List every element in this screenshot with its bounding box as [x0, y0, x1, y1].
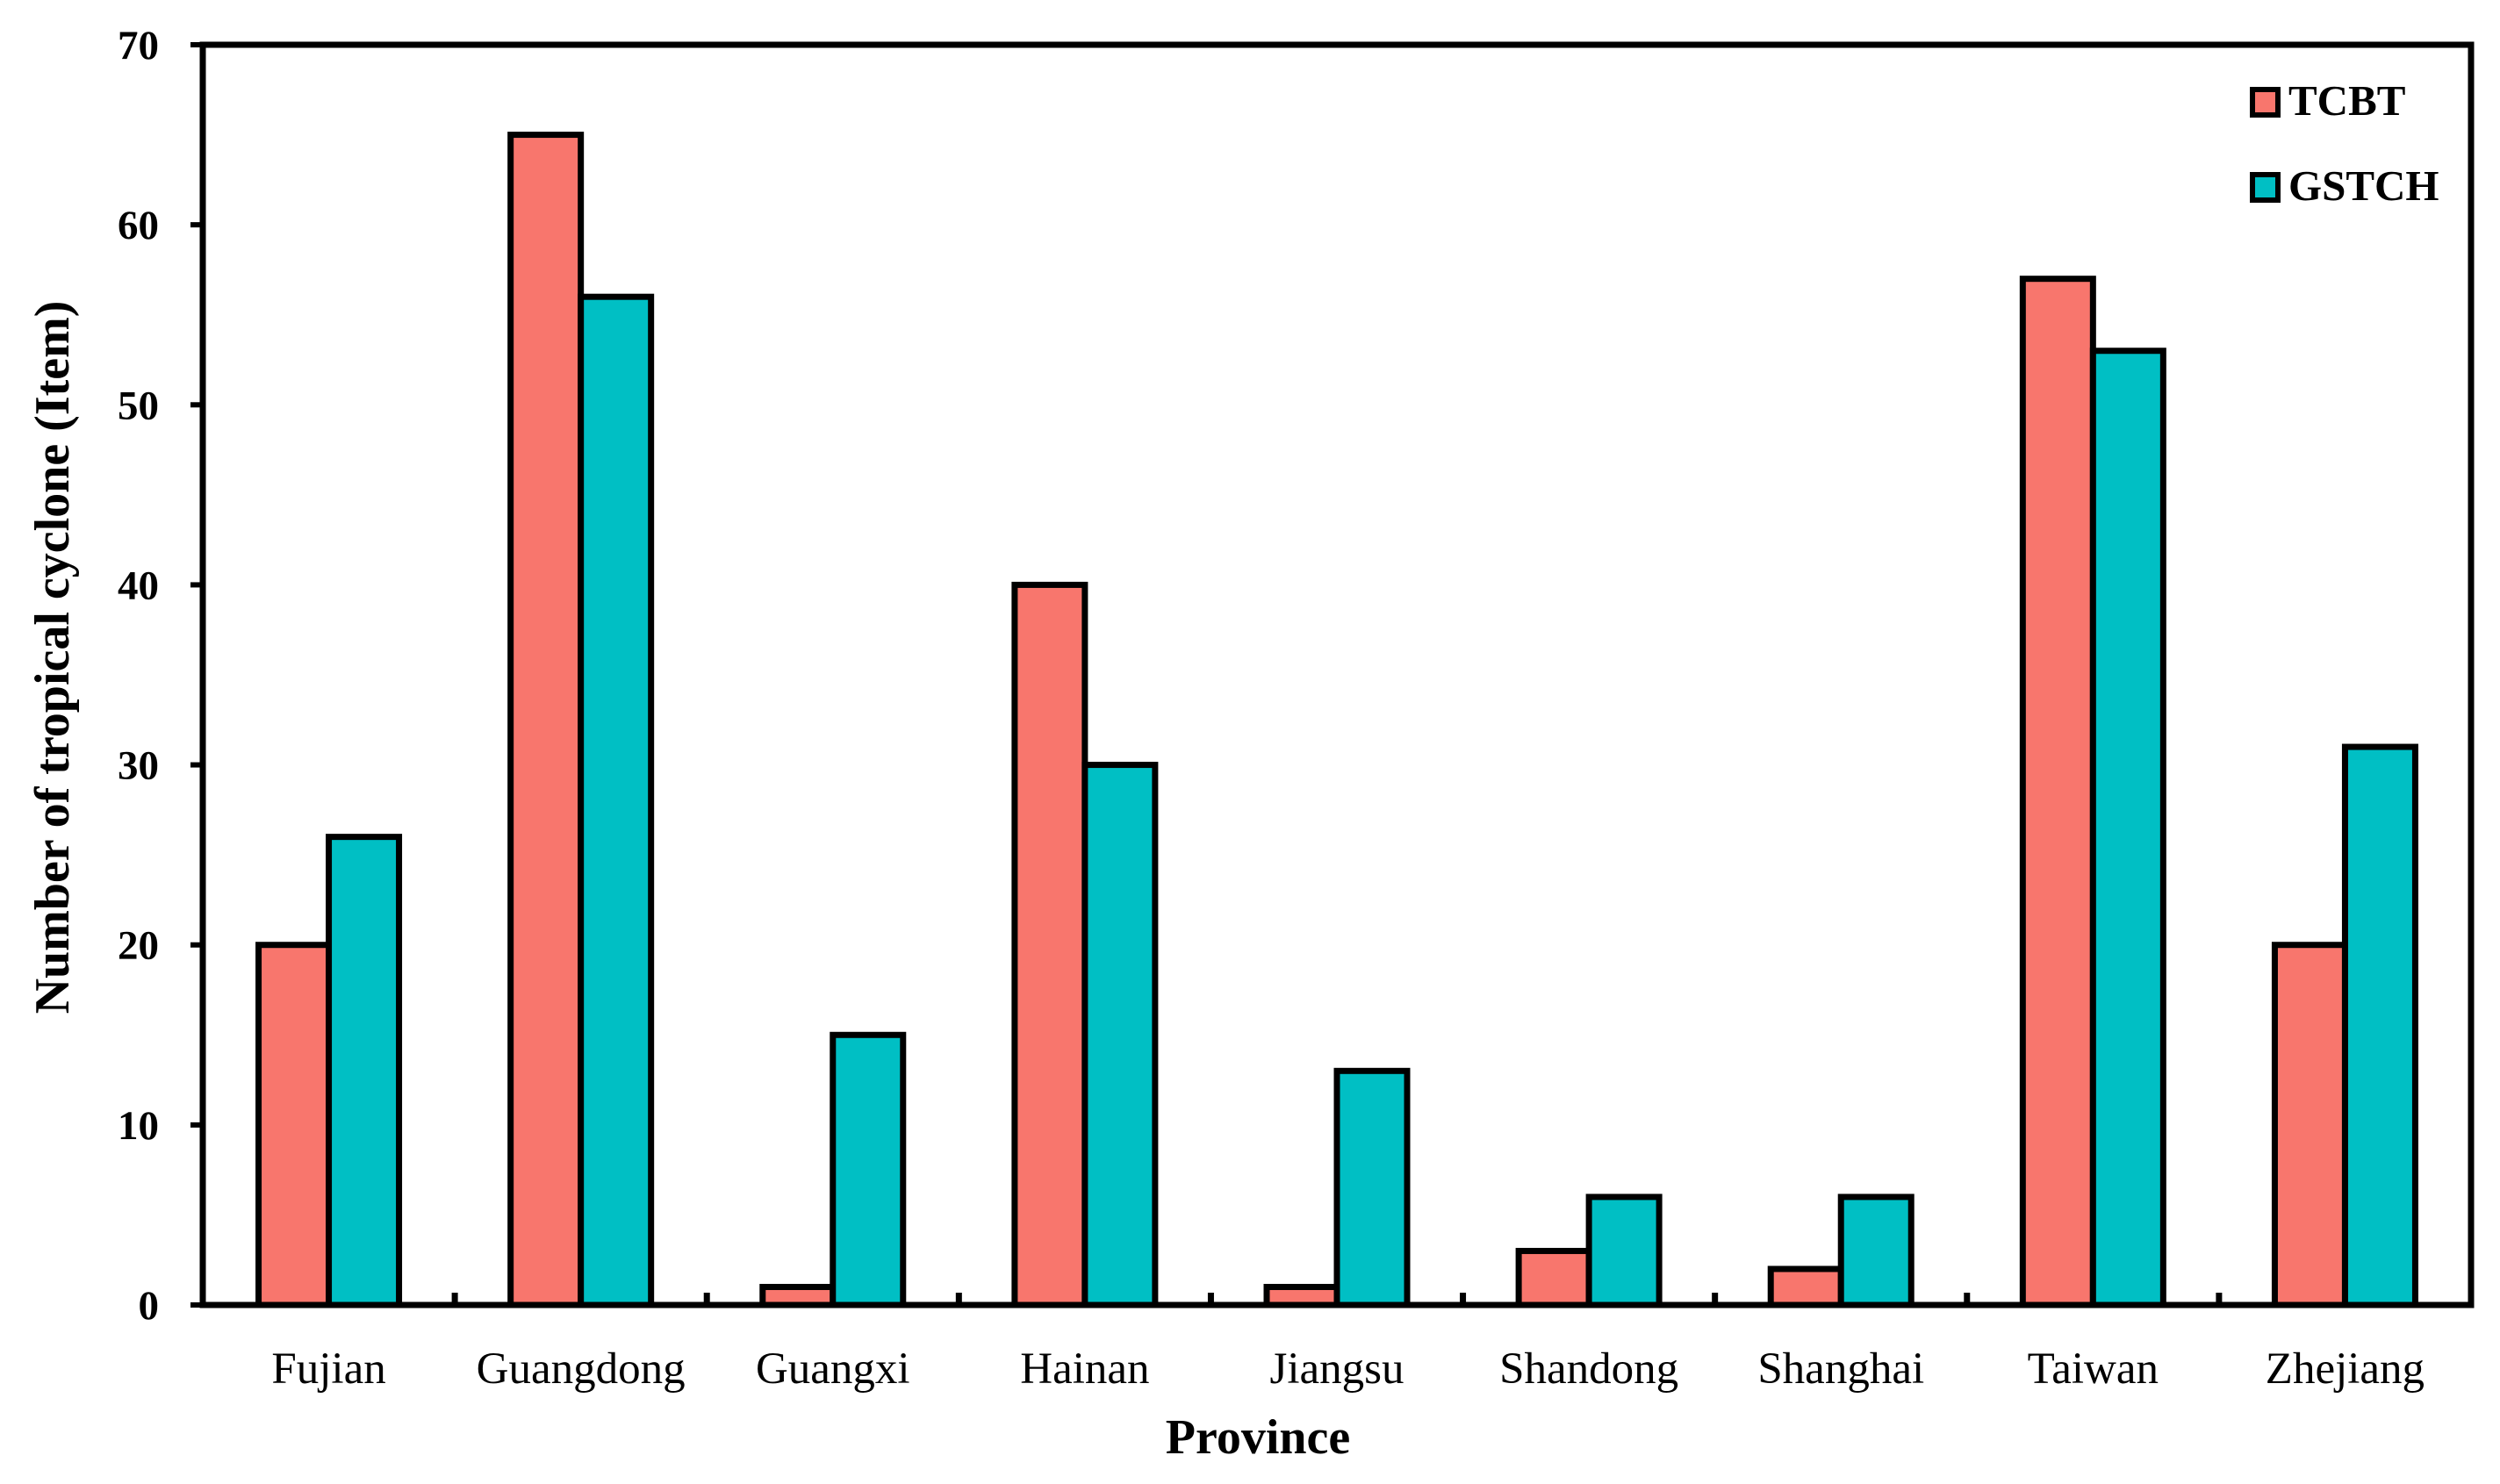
x-axis-title: Province: [1166, 1410, 1350, 1465]
legend-label-gstch: GSTCH: [2288, 161, 2439, 210]
y-tick-label: 70: [118, 23, 159, 68]
y-axis-title: Number of tropical cyclone (Item): [25, 301, 80, 1014]
bar-fujian-gstch: [326, 834, 403, 1308]
x-category-label: Zhejiang: [2266, 1344, 2425, 1394]
x-category-label: Guangxi: [756, 1344, 910, 1394]
bar-hainan-tcbt: [1011, 581, 1088, 1308]
y-tick-label: 30: [118, 743, 159, 789]
bars-layer: [255, 132, 2418, 1308]
x-category-label: Jiangsu: [1270, 1344, 1404, 1394]
bar-guangdong-gstch: [578, 293, 655, 1308]
bar-zhejiang-tcbt: [2271, 942, 2348, 1308]
y-tick-label: 60: [118, 203, 159, 248]
bar-taiwan-gstch: [2089, 348, 2166, 1308]
x-category-label: Shandong: [1499, 1344, 1678, 1394]
bar-shanghai-tcbt: [1767, 1265, 1844, 1308]
y-tick-label: 0: [139, 1283, 160, 1329]
plot-frame: [199, 41, 2475, 1308]
x-category-label: Guangdong: [477, 1344, 686, 1394]
y-tick-label: 10: [118, 1103, 159, 1149]
x-category-label: Shanghai: [1757, 1344, 1924, 1394]
bar-hainan-gstch: [1081, 762, 1159, 1308]
bar-guangxi-gstch: [830, 1031, 907, 1308]
bar-jiangsu-gstch: [1333, 1067, 1411, 1308]
legend-swatch-tcbt: [2250, 87, 2281, 118]
bar-fujian-tcbt: [255, 942, 333, 1308]
x-axis-categories: Fujian Guangdong Guangxi Hainan Jiangsu Shand…: [271, 1344, 2425, 1394]
legend-label-tcbt: TCBT: [2288, 76, 2405, 125]
bar-taiwan-tcbt: [2019, 276, 2096, 1308]
bar-shandong-gstch: [1585, 1194, 1663, 1308]
x-category-label: Fujian: [271, 1344, 385, 1394]
y-tick-label: 40: [118, 563, 159, 608]
bar-shanghai-gstch: [1837, 1194, 1915, 1308]
bar-zhejiang-gstch: [2341, 743, 2418, 1308]
legend: TCBT GSTCH: [2250, 76, 2439, 210]
x-category-label: Hainan: [1020, 1344, 1149, 1394]
legend-swatch-gstch: [2250, 172, 2281, 203]
y-axis-ticks: 0 10 20 30 40 50 60 70: [118, 23, 203, 1329]
bar-shandong-tcbt: [1515, 1247, 1592, 1308]
bar-guangdong-tcbt: [507, 132, 585, 1308]
y-tick-label: 50: [118, 383, 159, 428]
x-tick-marks: [451, 1293, 2223, 1305]
x-category-label: Taiwan: [2028, 1344, 2159, 1394]
y-tick-label: 20: [118, 923, 159, 969]
